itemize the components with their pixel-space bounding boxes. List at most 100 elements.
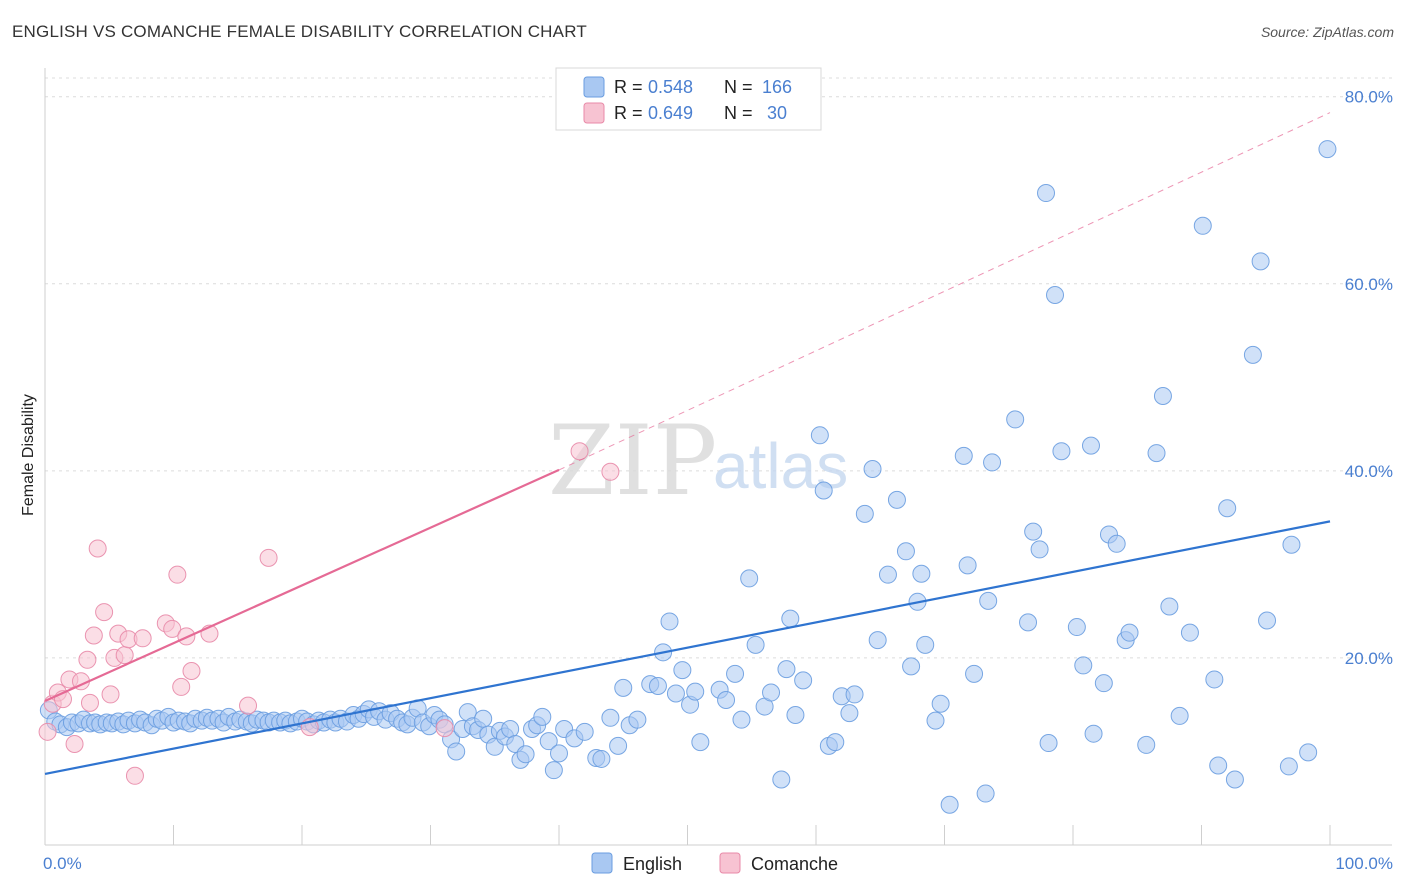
point-english (1046, 286, 1065, 305)
point-english (772, 770, 791, 789)
point-english (1052, 442, 1071, 461)
chart-title: ENGLISH VS COMANCHE FEMALE DISABILITY CO… (12, 22, 587, 41)
tick-labels: 20.0% 40.0% 60.0% 80.0% 0.0% 100.0% (43, 88, 1393, 873)
point-english (976, 784, 995, 803)
point-english (863, 459, 882, 478)
point-english (931, 694, 950, 713)
trend-line-english (44, 520, 1331, 775)
legend-n-value: 166 (762, 77, 792, 97)
legend-swatch-english (583, 76, 605, 98)
point-comanche (163, 619, 182, 638)
point-english (810, 426, 829, 445)
point-english (1218, 499, 1237, 518)
point-english (539, 732, 558, 751)
trend-line-comanche (44, 468, 560, 702)
legend-r-label: R = (614, 103, 643, 123)
legend-top: R = 0.548 N = 166 R = 0.649 N = 30 (555, 67, 822, 131)
legend-r-value: 0.548 (648, 77, 693, 97)
legend-bottom-label-comanche: Comanche (751, 854, 838, 874)
point-english (1180, 623, 1199, 642)
point-english (902, 657, 921, 676)
point-english (628, 710, 647, 729)
point-english (1006, 410, 1025, 429)
point-english (845, 685, 864, 704)
legend-swatch-comanche (583, 102, 605, 124)
point-comanche (38, 722, 57, 741)
legend-n-label: N = (724, 103, 753, 123)
legend-r-label: R = (614, 77, 643, 97)
point-english (575, 722, 594, 741)
x-tick-label: 0.0% (43, 854, 82, 873)
point-english (1094, 674, 1113, 693)
point-english (887, 490, 906, 509)
point-comanche (84, 626, 103, 645)
point-english (550, 744, 568, 763)
point-english (609, 736, 628, 755)
point-english (965, 664, 984, 683)
point-english (1081, 436, 1100, 455)
point-english (840, 704, 859, 723)
point-english (826, 733, 845, 752)
point-english (1258, 611, 1277, 630)
point-english (794, 671, 813, 690)
point-comanche (80, 693, 99, 712)
legend-row-english: R = 0.548 N = 166 (583, 76, 792, 98)
gridlines (45, 77, 1392, 659)
legend-bottom-swatch-comanche (719, 852, 741, 874)
x-tick-label: 100.0% (1335, 854, 1393, 873)
point-english (878, 565, 897, 584)
point-english (660, 612, 679, 631)
point-comanche (88, 539, 107, 558)
legend-bottom-label-english: English (623, 854, 682, 874)
point-english (954, 446, 973, 465)
point-english (726, 664, 745, 683)
point-english (1170, 706, 1189, 725)
point-english (1019, 613, 1038, 632)
point-comanche (133, 629, 152, 648)
point-english (896, 542, 915, 561)
legend-bottom: English Comanche (591, 852, 838, 874)
point-english (717, 691, 736, 710)
point-comanche (65, 734, 84, 753)
point-english (732, 710, 751, 729)
point-english (648, 676, 667, 695)
point-comanche (125, 766, 144, 785)
trend-lines (44, 112, 1331, 775)
point-english (777, 660, 796, 679)
point-english (868, 631, 887, 650)
point-english (1067, 618, 1086, 637)
point-english (516, 745, 535, 764)
point-english (855, 504, 874, 523)
legend-n-value: 30 (762, 103, 787, 123)
point-english (762, 683, 781, 702)
point-comanche (172, 677, 191, 696)
point-comanche (168, 565, 187, 584)
point-comanche (115, 646, 134, 665)
point-english (447, 742, 466, 761)
y-tick-label: 20.0% (1345, 649, 1393, 668)
point-english (786, 705, 805, 724)
point-comanche (78, 650, 97, 669)
y-tick-label: 80.0% (1345, 88, 1393, 107)
point-english (1107, 534, 1126, 553)
trend-line-extension-comanche (558, 112, 1331, 471)
point-english (1225, 770, 1244, 789)
point-comanche (182, 662, 201, 681)
point-english (746, 635, 765, 654)
point-english (1074, 656, 1093, 675)
point-english (740, 569, 759, 588)
legend-r-value: 0.649 (648, 103, 693, 123)
point-comanche (95, 603, 114, 622)
point-english (592, 749, 611, 768)
y-tick-label: 60.0% (1345, 275, 1393, 294)
point-comanche (239, 696, 258, 715)
point-comanche (601, 462, 620, 481)
watermark: ZIP atlas (548, 405, 848, 517)
point-english (926, 711, 945, 730)
point-english (1024, 522, 1043, 541)
point-english (781, 609, 800, 628)
point-english (1243, 345, 1262, 364)
point-english (979, 591, 998, 610)
point-english (916, 635, 935, 654)
point-english (601, 708, 620, 727)
